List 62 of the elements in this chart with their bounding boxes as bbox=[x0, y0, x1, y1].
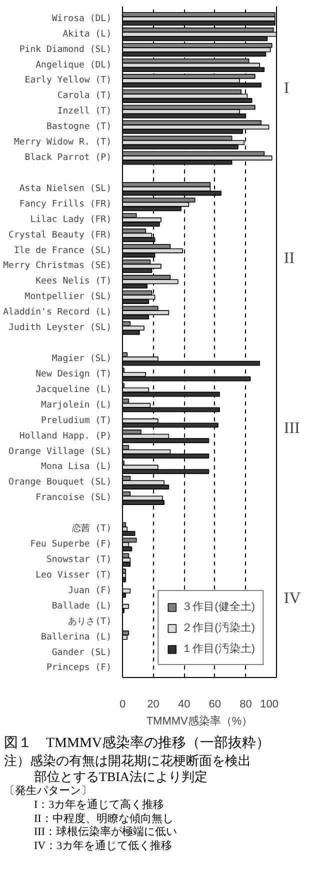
y-tick-label: Mona Lisa (L) bbox=[41, 462, 112, 472]
x-tick-label: 100 bbox=[260, 698, 279, 710]
text: IV：3カ年を通じて低く推移 bbox=[33, 840, 174, 854]
y-tick-label: Angelique (DL) bbox=[36, 60, 112, 70]
x-tick-label: 40 bbox=[178, 698, 190, 710]
y-tick-label: Bastogne (T) bbox=[46, 122, 112, 132]
y-tick-label: New Design (T) bbox=[36, 369, 112, 380]
y-tick-label: Jacqueline (L) bbox=[36, 384, 112, 395]
text: I：3カ年を通じて高く推移 bbox=[33, 798, 166, 812]
text: II：中程度、明瞭な傾向無し bbox=[33, 812, 174, 826]
x-tick-label: 80 bbox=[240, 698, 252, 710]
y-tick-label: Princeps (F) bbox=[46, 663, 112, 674]
y-tick-label: Inzell (T) bbox=[57, 106, 112, 117]
y-tick-label: Judith Leyster (SL) bbox=[8, 323, 112, 334]
y-tick-label: Montpellier (SL) bbox=[24, 292, 112, 302]
y-tick-label: Merry Christmas (SE) bbox=[3, 261, 112, 272]
y-tick-label: Carola (T) bbox=[57, 91, 112, 102]
text: 図１ TMMMV感染率の推移（一部抜粋） bbox=[4, 735, 270, 752]
y-tick-label: Akita (L) bbox=[62, 29, 112, 40]
x-tick-label: 0 bbox=[119, 698, 126, 710]
y-tick-label: Juan (F) bbox=[68, 586, 112, 596]
y-tick-label: Ballade (L) bbox=[52, 601, 112, 612]
y-tick-label: Wirosa (DL) bbox=[52, 14, 112, 24]
y-tick-label: Ile de France (SL) bbox=[14, 246, 112, 256]
y-tick-label: Holland Happ. (P) bbox=[19, 431, 112, 442]
legend-label: ３作目(健全土) bbox=[182, 600, 255, 614]
text: II bbox=[284, 250, 295, 268]
y-tick-label: Aladdin's Record (L) bbox=[3, 308, 112, 318]
y-tick-label: Fancy Frills (FR) bbox=[19, 199, 112, 210]
legend-label: ２作目(汚染土) bbox=[182, 620, 255, 635]
y-tick-label: Magier (SL) bbox=[52, 354, 112, 364]
y-tick-label: Snowstar (T) bbox=[46, 555, 112, 565]
x-tick-label: 60 bbox=[208, 698, 222, 710]
x-tick-label: 20 bbox=[147, 698, 160, 710]
y-tick-label: Marjolein (L) bbox=[41, 400, 112, 410]
y-tick-label: Pink Diamond (SL) bbox=[19, 44, 112, 55]
text: 部位とするTBIA法により判定 bbox=[33, 768, 208, 785]
y-tick-label: Lilac Lady (FR) bbox=[30, 214, 112, 225]
text: III：球根伝染率が極端に低い bbox=[33, 826, 178, 840]
x-axis-title: TMMMV感染率（%） bbox=[146, 714, 253, 728]
y-tick-label: Preludium (T) bbox=[41, 416, 112, 426]
y-tick-label: Early Yellow (T) bbox=[24, 76, 112, 86]
y-tick-label: Leo Visser (T) bbox=[36, 570, 112, 580]
legend-label: １作目(汚染土) bbox=[182, 642, 255, 656]
y-tick-label: Black Parrot (P) bbox=[24, 153, 112, 164]
y-tick-label: Ballerina (L) bbox=[41, 632, 112, 642]
y-tick-label: Orange Village (SL) bbox=[8, 446, 112, 457]
y-tick-label: Francoise (SL) bbox=[36, 493, 112, 504]
y-tick-label: Asta Nielsen (SL) bbox=[19, 184, 112, 194]
y-tick-label: Gander (SL) bbox=[52, 648, 112, 658]
y-tick-label: Feu Superbe (F) bbox=[30, 540, 112, 550]
y-tick-label: ありさ(T) bbox=[68, 616, 112, 627]
y-tick-label: 恋茜 (T) bbox=[70, 523, 112, 534]
text: IV bbox=[284, 590, 302, 608]
text: 〔発生パターン〕 bbox=[4, 785, 93, 798]
text: III bbox=[284, 420, 300, 438]
y-tick-label: Kees Nelis (T) bbox=[36, 276, 112, 287]
text: 注）感染の有無は開花期に花梗断面を検出 bbox=[4, 752, 252, 769]
y-tick-label: Merry Widow R. (T) bbox=[14, 138, 112, 148]
y-tick-label: Crystal Beauty (FR) bbox=[8, 230, 112, 240]
y-tick-label: Orange Bouquet (SL) bbox=[8, 478, 112, 488]
text: I bbox=[284, 80, 290, 97]
